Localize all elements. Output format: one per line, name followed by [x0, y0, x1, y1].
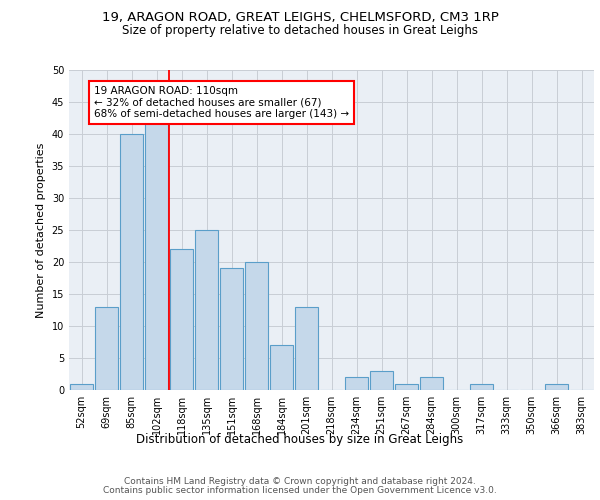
- Bar: [95, 307, 118, 390]
- Bar: [345, 377, 368, 390]
- Bar: [245, 262, 268, 390]
- Bar: [420, 377, 443, 390]
- Bar: [220, 268, 243, 390]
- Bar: [545, 384, 568, 390]
- Text: Contains HM Land Registry data © Crown copyright and database right 2024.: Contains HM Land Registry data © Crown c…: [124, 477, 476, 486]
- Bar: [295, 307, 318, 390]
- Bar: [395, 384, 418, 390]
- Bar: [145, 121, 168, 390]
- Bar: [470, 384, 493, 390]
- Bar: [170, 249, 193, 390]
- Text: Size of property relative to detached houses in Great Leighs: Size of property relative to detached ho…: [122, 24, 478, 37]
- Bar: [120, 134, 143, 390]
- Bar: [370, 371, 393, 390]
- Text: 19 ARAGON ROAD: 110sqm
← 32% of detached houses are smaller (67)
68% of semi-det: 19 ARAGON ROAD: 110sqm ← 32% of detached…: [94, 86, 349, 119]
- Bar: [70, 384, 93, 390]
- Text: Contains public sector information licensed under the Open Government Licence v3: Contains public sector information licen…: [103, 486, 497, 495]
- Bar: [195, 230, 218, 390]
- Bar: [270, 345, 293, 390]
- Y-axis label: Number of detached properties: Number of detached properties: [36, 142, 46, 318]
- Text: Distribution of detached houses by size in Great Leighs: Distribution of detached houses by size …: [136, 432, 464, 446]
- Text: 19, ARAGON ROAD, GREAT LEIGHS, CHELMSFORD, CM3 1RP: 19, ARAGON ROAD, GREAT LEIGHS, CHELMSFOR…: [101, 11, 499, 24]
